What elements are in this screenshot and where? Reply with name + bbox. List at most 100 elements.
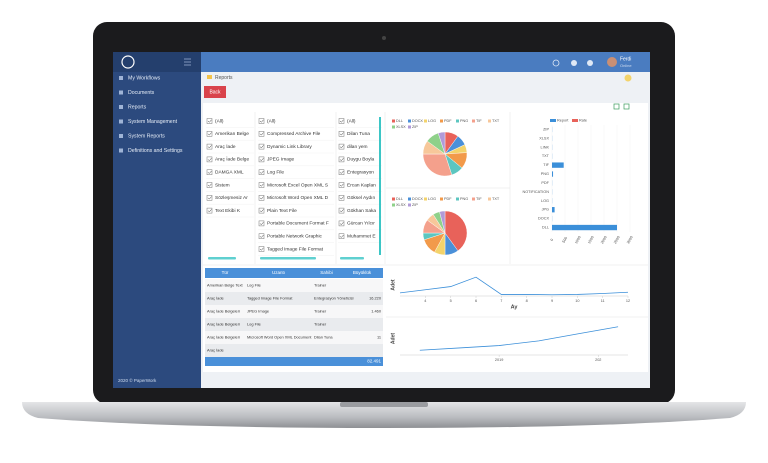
filter-item[interactable]: Araç İade Belge [215, 156, 249, 163]
filter-item[interactable]: Gökhan Saka [347, 208, 376, 214]
checkbox[interactable] [338, 195, 345, 201]
checkbox[interactable] [258, 246, 265, 252]
checkbox[interactable] [206, 118, 213, 124]
checkbox[interactable] [258, 220, 265, 227]
checkbox[interactable] [338, 220, 345, 227]
checkmark [259, 183, 264, 187]
checkbox[interactable] [258, 156, 265, 163]
panel-tool[interactable] [623, 103, 630, 110]
filter-item[interactable]: Microsoft Excel Open XML S [267, 182, 328, 188]
chat-icon[interactable] [552, 59, 560, 67]
filter-item[interactable]: Dynamic Link Library [267, 144, 312, 150]
checkbox[interactable] [206, 195, 213, 201]
table-header-cell[interactable]: Büyüklük [353, 270, 372, 275]
avatar[interactable] [607, 57, 617, 67]
panel-tool[interactable] [613, 103, 620, 110]
checkbox[interactable] [338, 182, 345, 188]
checkbox[interactable] [338, 143, 345, 150]
base-notch [340, 402, 428, 407]
checkmark [339, 209, 344, 213]
filter-item[interactable]: Entegrasyon [347, 169, 374, 175]
filter-item[interactable]: Sistem [215, 182, 230, 188]
checkbox[interactable] [338, 131, 345, 137]
menu-item[interactable]: Definitions and Settings [128, 148, 183, 154]
checkbox[interactable] [258, 118, 265, 124]
menu-item[interactable]: My Workflows [128, 75, 161, 81]
bar[interactable] [552, 224, 617, 231]
filter-item[interactable]: Sözleşmesiz Ar [215, 195, 248, 201]
filter-item[interactable]: Portable Network Graphic [267, 233, 323, 239]
table-header-cell[interactable]: Sahibi [320, 270, 333, 275]
menu-item[interactable]: Documents [128, 90, 155, 96]
back-button[interactable] [204, 86, 226, 98]
bar[interactable] [552, 171, 554, 177]
pie-slice[interactable] [422, 153, 453, 177]
checkbox[interactable] [206, 156, 213, 163]
checkmark [259, 170, 264, 174]
checkbox[interactable] [338, 118, 345, 124]
checkbox[interactable] [258, 207, 265, 214]
checkbox[interactable] [258, 182, 265, 188]
table-row [205, 344, 383, 357]
checkbox[interactable] [258, 131, 265, 137]
filter-item[interactable]: Tagged Image File Format [267, 246, 324, 252]
filter-item[interactable]: Amerikan Belge [215, 131, 249, 137]
checkbox[interactable] [338, 233, 345, 239]
checkbox[interactable] [338, 156, 345, 163]
filter-item[interactable]: Microsoft Word Open XML D [267, 195, 329, 201]
back-button-label[interactable]: Back [209, 89, 221, 95]
menu-item[interactable]: Reports [128, 104, 147, 110]
filter-item[interactable]: Portable Document Format F [267, 221, 329, 227]
checkbox[interactable] [206, 143, 213, 150]
filter-item[interactable]: Text Ekibi K [215, 208, 241, 214]
filter-item[interactable]: Araç İade [215, 143, 236, 150]
filter-item[interactable]: Dilan Tuna [347, 131, 370, 137]
filter-item[interactable]: Plain Text File [267, 208, 297, 214]
filter-item[interactable]: (All) [215, 118, 224, 124]
filter-item[interactable]: (All) [347, 118, 356, 124]
filter-item[interactable]: Duygu Boyla [347, 157, 375, 163]
filter-item[interactable]: Göksel Aydın [347, 195, 376, 201]
checkbox[interactable] [258, 169, 265, 175]
menu-toggle[interactable] [184, 58, 191, 66]
table-header-cell[interactable]: Tür [222, 270, 229, 275]
x-tick-label: 5 [450, 299, 452, 303]
checkbox[interactable] [206, 207, 213, 214]
help-icon[interactable] [624, 74, 632, 82]
checkbox[interactable] [206, 182, 213, 188]
bar[interactable] [552, 162, 564, 168]
pie-slice[interactable] [437, 131, 446, 155]
notification-icon[interactable] [571, 60, 577, 66]
legend-label: LOG [428, 197, 436, 201]
checkbox[interactable] [338, 169, 345, 175]
user-name[interactable]: Ferdi [620, 56, 631, 62]
bar[interactable] [552, 207, 555, 213]
checkbox[interactable] [258, 195, 265, 201]
menu-item[interactable]: System Reports [128, 133, 165, 139]
menu-item[interactable]: System Management [128, 119, 178, 125]
filter-item[interactable]: (All) [267, 118, 276, 124]
checkbox[interactable] [206, 131, 213, 137]
pie-slice[interactable] [444, 210, 468, 252]
table-header-cell[interactable]: Uzantı [272, 270, 285, 275]
pie-slice[interactable] [439, 210, 446, 234]
checkmark [259, 222, 264, 226]
filter-item[interactable]: Muhammet E [347, 233, 376, 239]
filter-item[interactable]: dilan yem [347, 144, 368, 150]
filter-item[interactable]: DAMGA XML [215, 169, 244, 175]
checkbox[interactable] [258, 143, 265, 150]
filter-item[interactable]: Compressed Archive File [267, 131, 321, 137]
mail-icon[interactable] [587, 60, 593, 66]
checkbox[interactable] [258, 233, 265, 239]
legend-label: XLSX [396, 203, 406, 207]
y-tick-label: LOG [541, 199, 549, 203]
menu-icon [119, 134, 123, 138]
filter-item[interactable]: Gürcan Yılcır [347, 221, 375, 227]
checkbox[interactable] [206, 169, 213, 175]
checkbox[interactable] [338, 207, 345, 214]
filter-item[interactable]: Ercan Kaplan [347, 182, 376, 188]
breadcrumb[interactable]: Reports [215, 75, 233, 81]
filter-item[interactable]: Log File [267, 169, 284, 175]
filter-item[interactable]: JPEG Image [267, 157, 295, 163]
